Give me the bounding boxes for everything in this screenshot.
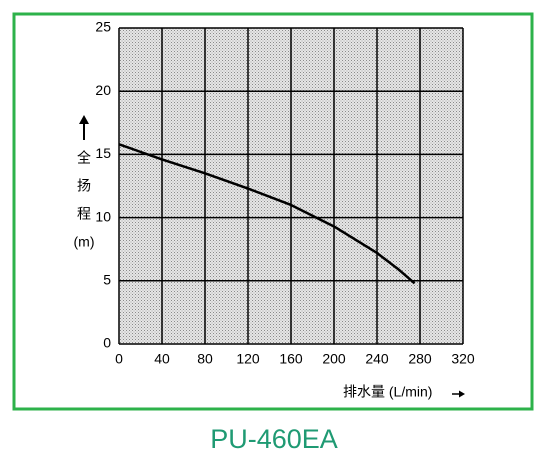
x-tick-label: 160 [279,351,303,367]
y-tick-label: 5 [103,272,111,288]
y-arrow-head [79,115,89,124]
x-tick-label: 40 [154,351,170,367]
y-tick-label: 10 [95,208,111,224]
y-axis-label: 扬 [77,178,91,194]
y-axis-label: 全 [77,150,91,166]
y-tick-label: 0 [103,335,111,351]
grid [118,27,464,345]
y-tick-label: 25 [95,19,111,35]
x-tick-label: 280 [408,351,432,367]
marks [118,143,416,285]
y-axis-label: 程 [77,206,91,222]
curve [118,143,416,285]
x-arrow-head [459,390,465,398]
y-tick-label: 20 [95,82,111,98]
chart-title: PU-460EA [210,424,338,454]
y-tick-label: 15 [95,145,111,161]
x-tick-label: 0 [115,351,123,367]
x-tick-label: 240 [365,351,389,367]
x-tick-label: 120 [236,351,260,367]
x-axis-label: 排水量 (L/min) [343,384,432,400]
y-axis-label: (m) [74,234,95,250]
x-tick-label: 320 [451,351,475,367]
x-tick-label: 80 [197,351,213,367]
labels: 0 5 10 15 20 25 0 40 80 120 160 200 240 280 320 全扬程 (m) [74,19,475,367]
x-tick-label: 200 [322,351,346,367]
frame [12,12,534,411]
